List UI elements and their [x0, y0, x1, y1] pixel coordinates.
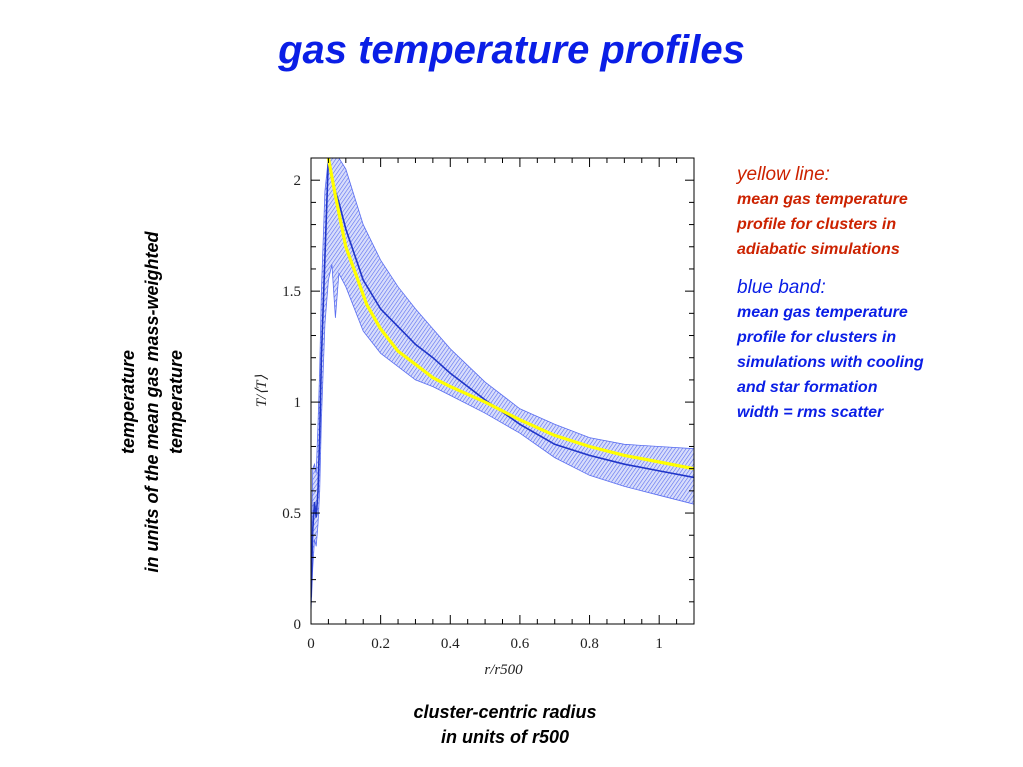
- x-tick-label: 0.6: [511, 636, 530, 652]
- x-tick-label: 0: [307, 636, 315, 652]
- y-axis-title: T/⟨T⟩: [254, 375, 270, 408]
- plot-frame: [310, 157, 695, 625]
- x-tick-label: 0.8: [580, 636, 599, 652]
- x-axis-title: r/r500: [484, 662, 523, 678]
- blue-mean-line: [311, 158, 694, 598]
- legend-blue-heading: blue band:: [737, 277, 826, 298]
- x-tick-label: 1: [655, 636, 663, 652]
- legend-yellow-line: mean gas temperature: [737, 191, 908, 208]
- x-tick-label: 0.4: [441, 636, 460, 652]
- x-description-line: in units of r500: [440, 727, 570, 747]
- y-tick-label: 1.5: [282, 284, 301, 300]
- y-tick-label: 1: [294, 395, 302, 411]
- legend-blue-line: mean gas temperature: [737, 304, 908, 321]
- legend-yellow: yellow line: mean gas temperature profil…: [737, 163, 1017, 262]
- legend-yellow-line: profile for clusters in: [737, 216, 897, 233]
- axes: 0 0.2 0.4 0.6 0.8 1 0 0.5 1 1.5 2 r/r500 T/⟨T⟩: [254, 157, 695, 678]
- legend-blue-line: profile for clusters in: [737, 329, 897, 346]
- legend: yellow line: mean gas temperature profil…: [737, 163, 1017, 439]
- legend-blue-line: simulations with cooling: [737, 354, 924, 371]
- slide-title: gas temperature profiles: [278, 28, 745, 72]
- x-tick-label: 0.2: [371, 636, 390, 652]
- legend-blue-line: and star formation: [737, 379, 878, 396]
- plot-area: [311, 158, 694, 613]
- legend-blue-line: width = rms scatter: [737, 404, 884, 421]
- x-axis-description: cluster-centric radius in units of r500: [305, 700, 705, 750]
- x-description-line: cluster-centric radius: [413, 702, 597, 722]
- legend-yellow-line: adiabatic simulations: [737, 241, 900, 258]
- legend-blue: blue band: mean gas temperature profile …: [737, 276, 1017, 425]
- yellow-adiabatic-line: [326, 158, 694, 471]
- legend-yellow-heading: yellow line:: [737, 164, 830, 185]
- blue-scatter-band: [311, 158, 694, 613]
- y-tick-label: 0.5: [282, 506, 301, 522]
- y-tick-label: 2: [294, 173, 302, 189]
- y-tick-label: 0: [294, 617, 302, 633]
